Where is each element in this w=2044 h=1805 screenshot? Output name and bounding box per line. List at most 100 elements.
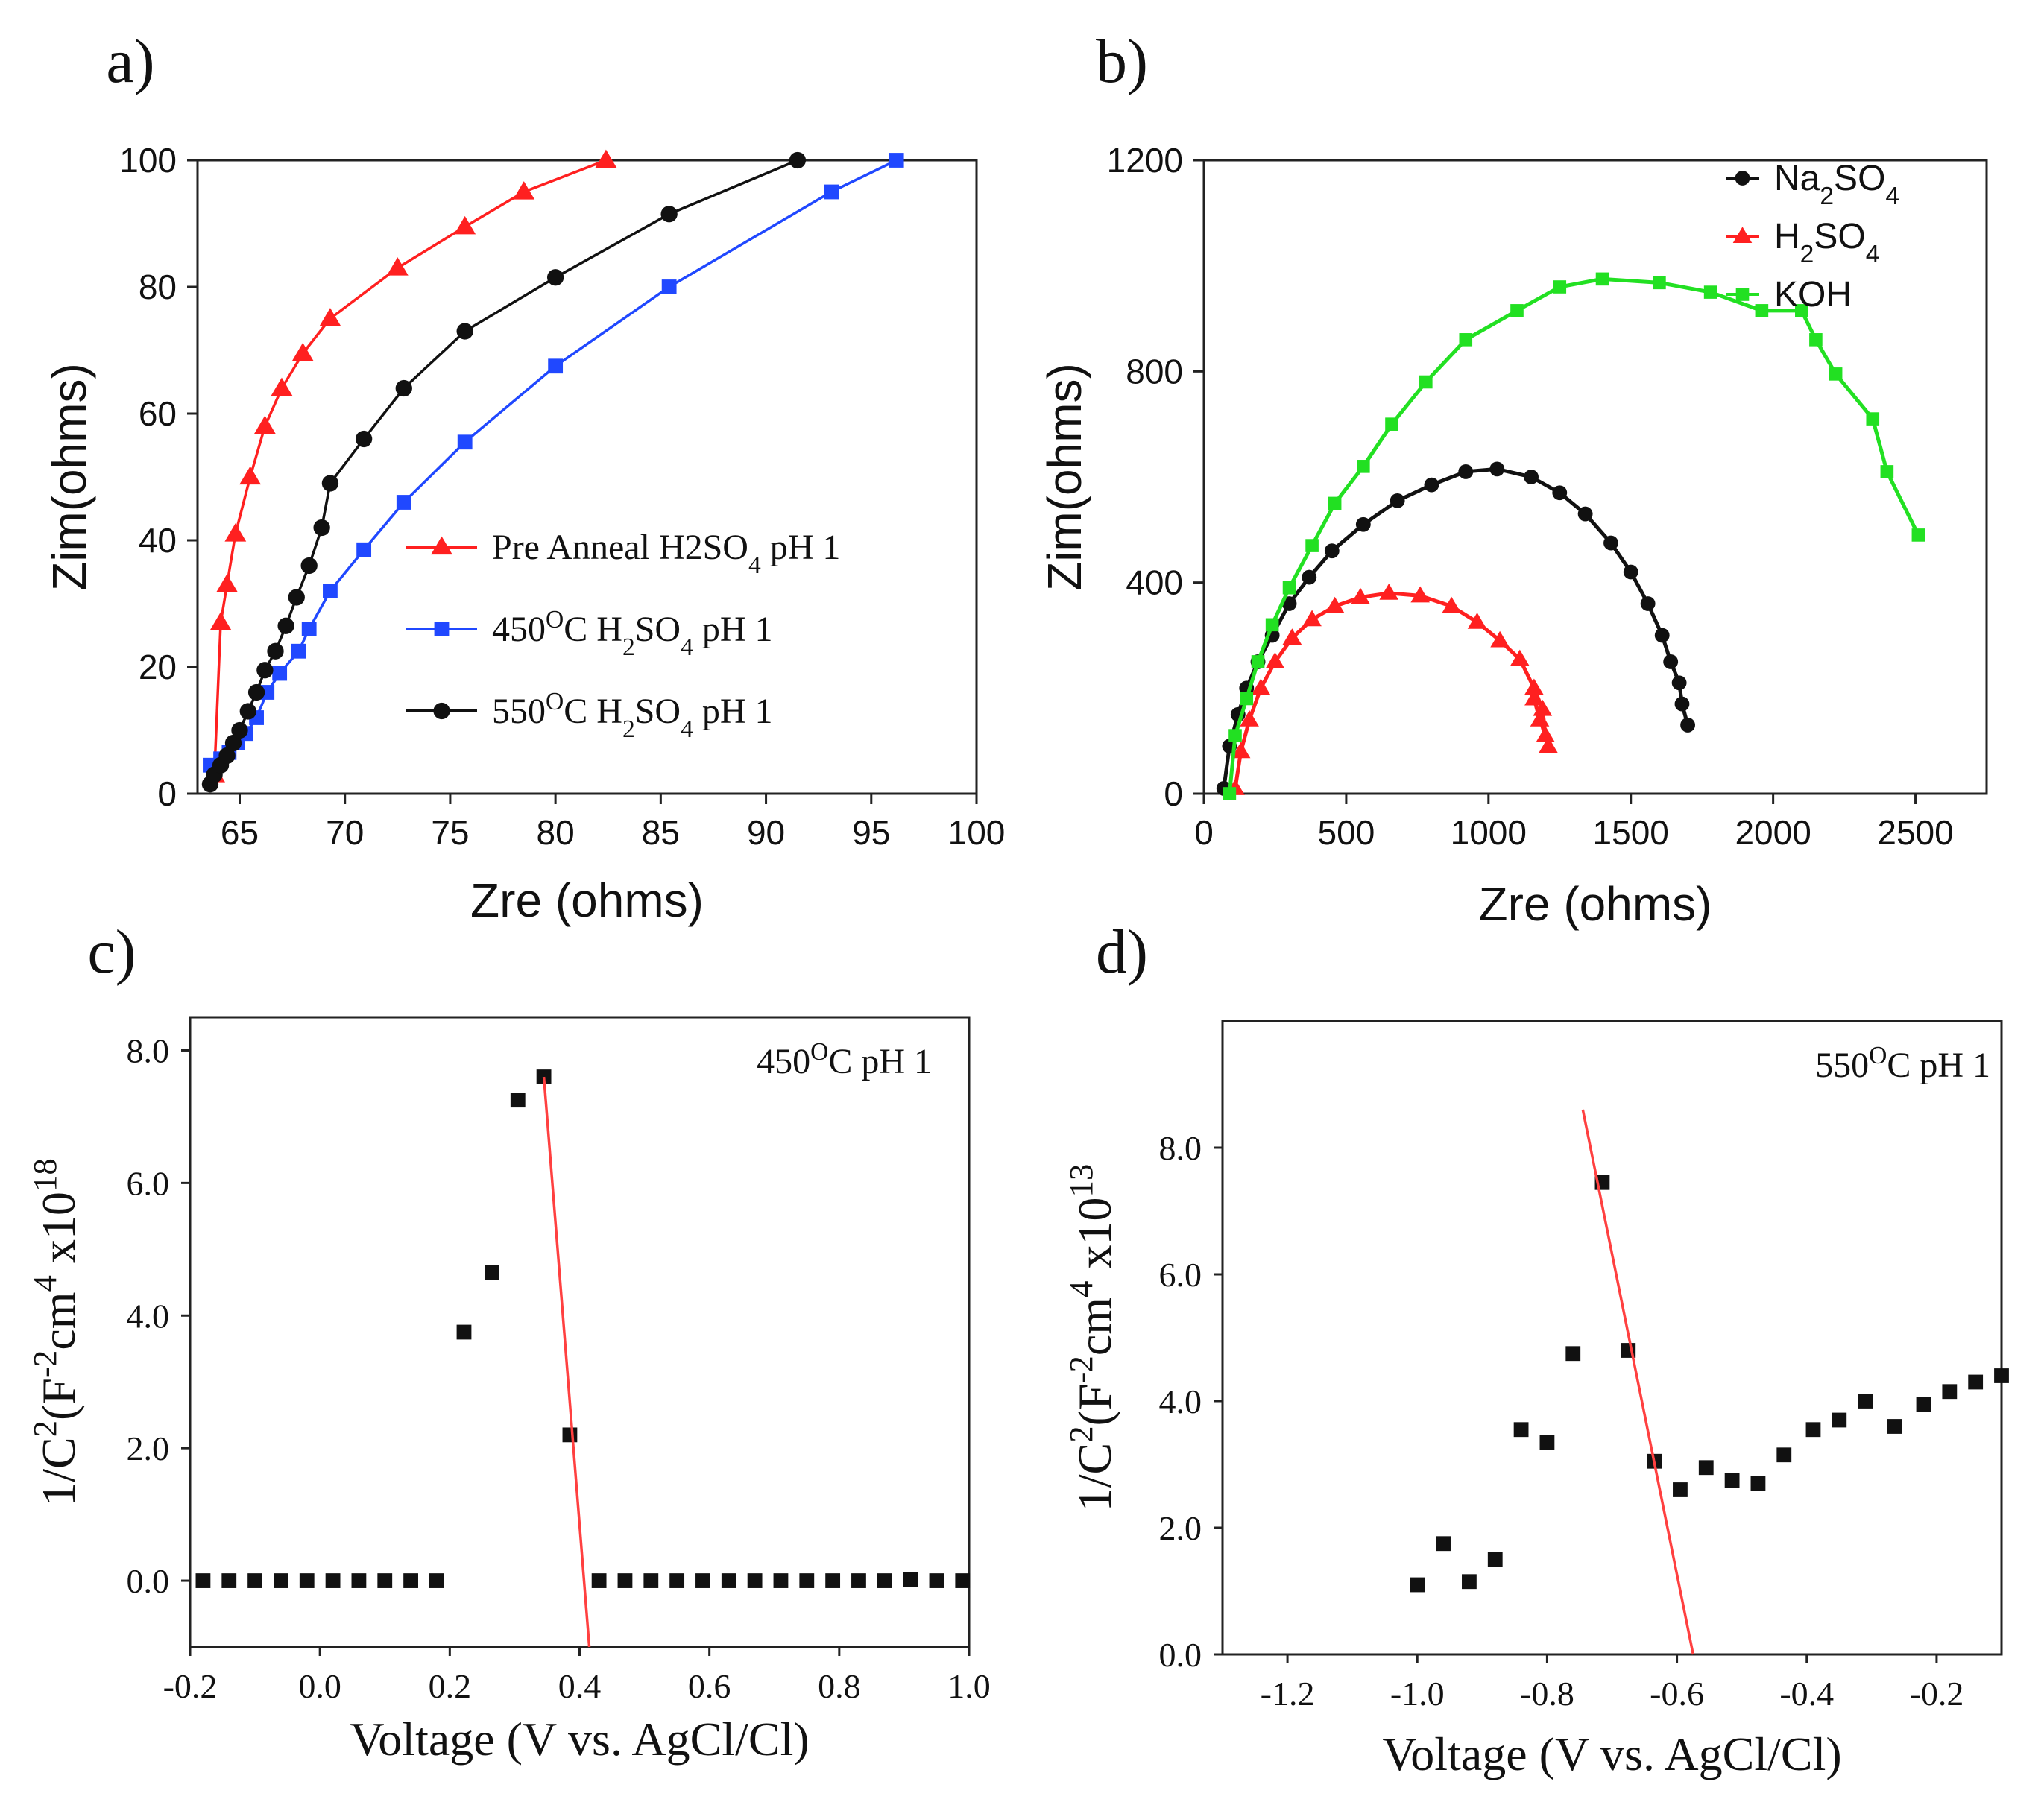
- x-axis-label: Zre (ohms): [470, 873, 704, 927]
- y-axis-label: Zim(ohms): [1038, 363, 1091, 591]
- data-point: [1410, 1577, 1425, 1593]
- data-point: [1305, 539, 1319, 552]
- data-point: [1795, 304, 1808, 317]
- data-point: [536, 1069, 552, 1084]
- annotation: 550OC pH 1: [1815, 1042, 1990, 1086]
- data-point: [456, 323, 473, 340]
- data-point: [209, 612, 232, 630]
- data-point: [1887, 1419, 1902, 1434]
- data-point: [1674, 696, 1690, 712]
- data-point: [277, 617, 294, 634]
- data-point: [356, 542, 372, 557]
- legend-label-part: SO: [635, 692, 681, 731]
- data-point: [595, 149, 617, 168]
- y-axis-label-part: 1/C: [32, 1437, 85, 1505]
- legend-label-part: 4: [681, 633, 693, 661]
- data-point: [669, 1573, 685, 1588]
- legend-label-part: 450: [492, 610, 546, 649]
- annotation-part: O: [810, 1038, 828, 1066]
- series-line: [1222, 467, 1690, 789]
- y-tick-label: 0: [157, 774, 177, 813]
- legend-label-part: 2: [1800, 241, 1814, 268]
- data-point: [1489, 461, 1505, 477]
- legend-label: KOH: [1774, 275, 1852, 314]
- data-point: [1524, 470, 1539, 484]
- legend-marker: [433, 702, 450, 720]
- legend-label-part: 2: [1820, 183, 1834, 210]
- y-tick-label: 6.0: [1159, 1256, 1202, 1294]
- data-point: [1424, 477, 1439, 493]
- x-axis-label: Voltage (V vs. AgCl/Cl): [350, 1713, 809, 1766]
- x-tick-label: -1.2: [1261, 1675, 1315, 1713]
- panel-c: c) -0.2 0.0 0.2 0.4 0.6 0.8 1.0 0.0 2.0 4.0 6.0 8.0 V…: [26, 917, 991, 1766]
- x-tick-label: 80: [537, 813, 575, 852]
- data-point: [321, 475, 339, 492]
- data-point: [617, 1573, 633, 1588]
- data-point: [1968, 1374, 1984, 1390]
- legend-label-part: 2: [622, 633, 635, 661]
- legend-entry: Pre Anneal H2SO4 pH 1: [406, 528, 840, 579]
- y-tick-label: 0.0: [127, 1562, 170, 1600]
- legend-label-part: KOH: [1774, 275, 1852, 314]
- data-point: [239, 703, 256, 720]
- data-point: [271, 377, 293, 396]
- data-point: [288, 589, 305, 606]
- data-point: [1524, 689, 1544, 706]
- y-axis-label-part: -2: [1062, 1356, 1100, 1383]
- data-point: [247, 1573, 262, 1588]
- data-point: [267, 642, 284, 660]
- x-tick-label: 1500: [1593, 813, 1669, 852]
- panel-label: a): [106, 27, 154, 96]
- data-point: [877, 1573, 892, 1588]
- data-point: [221, 1573, 237, 1588]
- data-point: [643, 1573, 659, 1588]
- data-point: [1282, 628, 1302, 645]
- data-point: [299, 1573, 315, 1588]
- data-point: [747, 1573, 763, 1588]
- data-point: [485, 1265, 499, 1280]
- data-point: [1459, 333, 1473, 347]
- data-point: [1251, 678, 1271, 695]
- panel-d: d) -1.2 -1.0 -0.8 -0.6 -0.4 -0.2 0.0 2.0 4.0 6.0 8.…: [1062, 917, 2009, 1780]
- data-point: [851, 1573, 866, 1588]
- data-point: [1553, 280, 1567, 294]
- x-tick-label: 0.8: [818, 1667, 861, 1705]
- x-tick-label: 0.4: [558, 1667, 602, 1705]
- data-point: [1603, 535, 1618, 551]
- data-point: [1698, 1460, 1714, 1476]
- data-point: [231, 721, 248, 739]
- data-point: [274, 1573, 288, 1588]
- y-axis-label-part: cm: [32, 1292, 85, 1350]
- data-point: [1324, 543, 1340, 559]
- y-axis-label-part: x10: [1068, 1198, 1121, 1281]
- y-tick-label: 1200: [1107, 141, 1183, 180]
- data-point: [1911, 528, 1925, 542]
- y-axis-label-part: 13: [1062, 1164, 1100, 1198]
- y-tick-label: 400: [1126, 563, 1183, 602]
- legend-entry: 550OC H2SO4 pH 1: [406, 688, 773, 743]
- y-tick-label: 4.0: [127, 1297, 170, 1335]
- legend-entry: Na2SO4: [1726, 159, 1899, 210]
- data-point: [1379, 584, 1398, 600]
- y-tick-label: 2.0: [127, 1429, 170, 1467]
- data-point: [355, 430, 373, 448]
- panel-label: c): [87, 917, 136, 987]
- data-point: [1385, 417, 1398, 431]
- data-point: [239, 466, 262, 485]
- data-point: [773, 1573, 789, 1588]
- data-point: [216, 574, 238, 592]
- data-point: [454, 215, 476, 235]
- data-point: [1536, 726, 1555, 743]
- x-axis-label: Zre (ohms): [1479, 877, 1712, 931]
- data-point: [1513, 1422, 1529, 1438]
- data-point: [1776, 1447, 1792, 1463]
- data-point: [660, 206, 678, 223]
- data-point: [457, 434, 473, 450]
- data-point: [224, 734, 242, 752]
- data-point: [291, 342, 314, 361]
- data-point: [325, 1573, 341, 1588]
- data-point: [1673, 1482, 1688, 1497]
- y-axis-label-part: 18: [26, 1158, 63, 1192]
- data-point: [1533, 699, 1553, 716]
- y-tick-label: 0: [1164, 774, 1183, 813]
